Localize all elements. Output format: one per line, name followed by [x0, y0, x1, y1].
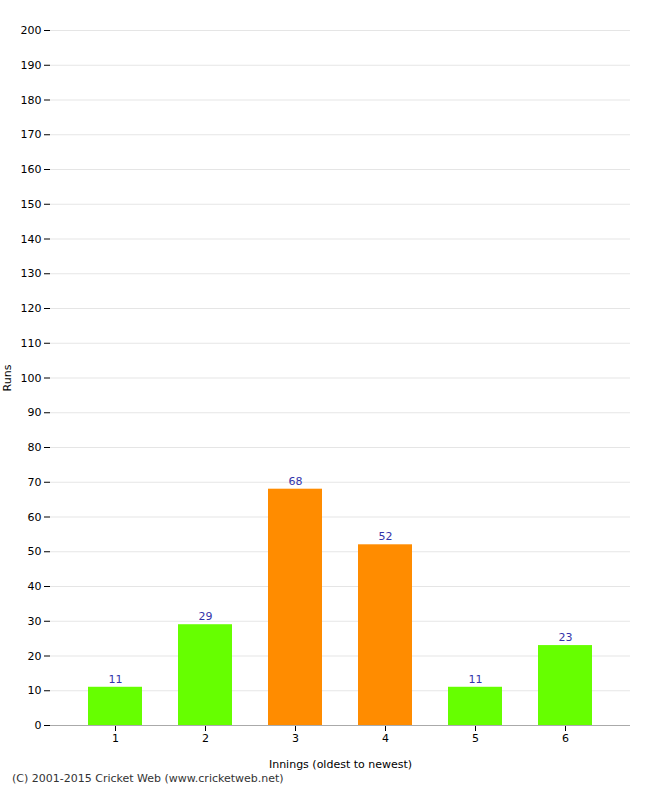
svg-text:30: 30 — [28, 615, 42, 628]
html-text:(C) 2001-2015 Cricket Web (www: (C) 2001-2015 Cricket Web (www.cricketwe… — [12, 772, 284, 785]
svg-text:110: 110 — [21, 337, 42, 350]
svg-text:130: 130 — [21, 267, 42, 280]
svg-text:52: 52 — [379, 530, 393, 543]
svg-text:23: 23 — [559, 631, 573, 644]
svg-text:6: 6 — [562, 732, 569, 745]
svg-text:60: 60 — [28, 511, 42, 524]
svg-text:50: 50 — [28, 545, 42, 558]
svg-text:120: 120 — [21, 302, 42, 315]
svg-text:200: 200 — [21, 24, 42, 37]
svg-text:0: 0 — [35, 719, 42, 732]
svg-text:68: 68 — [289, 475, 303, 488]
svg-text:180: 180 — [21, 94, 42, 107]
svg-text:11: 11 — [469, 673, 483, 686]
svg-text:1: 1 — [112, 732, 119, 745]
svg-text:70: 70 — [28, 476, 42, 489]
svg-text:10: 10 — [28, 684, 42, 697]
svg-text:80: 80 — [28, 441, 42, 454]
svg-text:160: 160 — [21, 163, 42, 176]
svg-text:Runs: Runs — [1, 364, 14, 391]
svg-text:Innings (oldest to newest): Innings (oldest to newest) — [269, 758, 412, 771]
svg-text:20: 20 — [28, 650, 42, 663]
svg-text:190: 190 — [21, 59, 42, 72]
svg-text:140: 140 — [21, 233, 42, 246]
svg-text:3: 3 — [292, 732, 299, 745]
svg-text:29: 29 — [199, 610, 213, 623]
svg-text:11: 11 — [109, 673, 123, 686]
svg-text:40: 40 — [28, 580, 42, 593]
svg-text:4: 4 — [382, 732, 389, 745]
svg-text:5: 5 — [472, 732, 479, 745]
svg-text:90: 90 — [28, 406, 42, 419]
svg-text:170: 170 — [21, 128, 42, 141]
svg-text:150: 150 — [21, 198, 42, 211]
svg-text:2: 2 — [202, 732, 209, 745]
svg-text:100: 100 — [21, 372, 42, 385]
